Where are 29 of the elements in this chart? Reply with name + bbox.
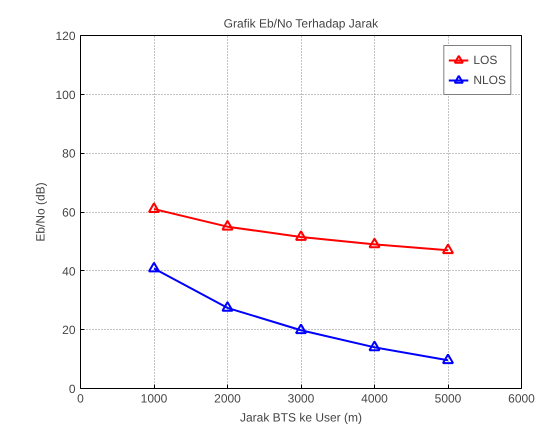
y-tick-label: 120	[55, 29, 76, 43]
x-tick-label: 0	[77, 392, 84, 406]
y-tick-label: 100	[55, 88, 76, 102]
point	[368, 340, 380, 352]
y-tick-label: 0	[68, 382, 76, 396]
legend-label: NLOS	[473, 73, 506, 87]
point	[222, 220, 234, 231]
x-axis-title: Jarak BTS ke User (m)	[240, 410, 362, 424]
point	[148, 202, 160, 213]
point	[148, 262, 160, 272]
x-tick-label: 4000	[361, 392, 388, 406]
y-tick-label: 20	[62, 323, 76, 338]
point	[295, 230, 307, 241]
y-tick-label: 80	[62, 146, 76, 161]
point	[442, 243, 454, 254]
point	[442, 353, 454, 364]
chart-title: Grafik Eb/No Terhadap Jarak	[224, 16, 380, 30]
legend-label: LOS	[473, 53, 498, 67]
x-tick-label: 5000	[434, 392, 462, 406]
y-tick-label: 60	[62, 206, 76, 220]
point	[368, 238, 380, 248]
x-tick-label: 3000	[288, 392, 315, 406]
y-axis-title: Eb/No (dB)	[33, 182, 48, 242]
x-tick-label: 1000	[140, 392, 168, 406]
point	[295, 323, 307, 334]
point	[222, 301, 234, 312]
x-tick-label: 2000	[214, 392, 242, 406]
x-tick-label: 6000	[508, 392, 536, 406]
y-tick-label: 40	[62, 264, 76, 278]
